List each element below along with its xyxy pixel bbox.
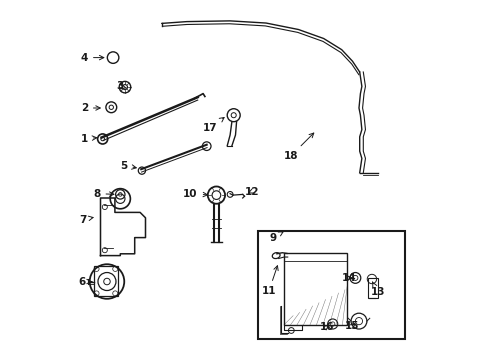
Text: 14: 14	[341, 273, 355, 283]
Text: 2: 2	[81, 103, 100, 113]
Text: 15: 15	[345, 321, 359, 331]
Bar	[284, 253, 346, 325]
Text: 18: 18	[284, 133, 313, 161]
Text: 8: 8	[93, 189, 114, 199]
Bar	[367, 278, 377, 298]
Text: 13: 13	[370, 282, 384, 297]
Text: 11: 11	[261, 266, 278, 296]
Text: 3: 3	[117, 81, 126, 91]
Text: 4: 4	[81, 53, 103, 63]
Text: 7: 7	[79, 215, 93, 225]
Text: 9: 9	[269, 232, 283, 243]
Text: 10: 10	[183, 189, 207, 199]
Text: 17: 17	[203, 117, 224, 133]
Text: 6: 6	[79, 276, 92, 287]
Text: 1: 1	[81, 134, 97, 144]
Text: 16: 16	[319, 322, 333, 332]
Text: 5: 5	[120, 161, 136, 171]
Text: 12: 12	[244, 186, 259, 197]
Bar	[258, 231, 404, 339]
